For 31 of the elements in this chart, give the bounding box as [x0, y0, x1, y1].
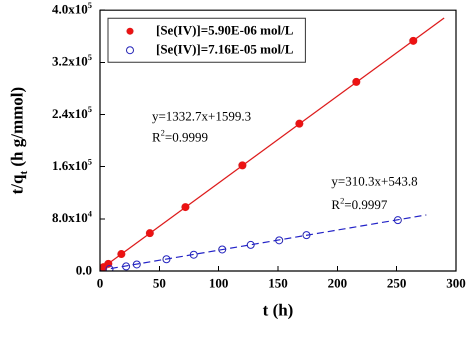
point: [190, 250, 198, 259]
annotation: y=310.3x+543.8: [331, 174, 418, 189]
point: [122, 262, 130, 270]
point: [181, 203, 190, 212]
point: [238, 161, 246, 170]
x-tick-label: 250: [386, 275, 406, 290]
point: [132, 260, 141, 268]
point: [105, 265, 114, 271]
point: [162, 255, 170, 264]
x-tick-label: 50: [152, 275, 166, 290]
annotation: y=1332.7x+1599.3: [152, 108, 252, 124]
x-tick-label: 100: [208, 275, 228, 290]
point: [352, 78, 360, 86]
x-axis-title: t (h): [262, 300, 294, 320]
point: [218, 245, 226, 254]
point: [295, 120, 304, 128]
x-tick-label: 300: [446, 275, 466, 290]
legend-label: [Se(IV)]=7.16E-05 mol/L: [156, 42, 294, 57]
y-tick-label: 0.0: [76, 262, 92, 278]
point: [409, 36, 418, 45]
x-tick-label: 200: [328, 275, 348, 290]
point: [394, 216, 402, 224]
point: [146, 229, 154, 238]
point: [302, 231, 310, 240]
point: [117, 250, 126, 258]
point: [275, 236, 284, 244]
x-tick-label: 150: [268, 275, 288, 290]
y-axis-title: t/qt (h g/mmol): [7, 86, 30, 194]
legend-label: [Se(IV)]=5.90E-06 mol/L: [156, 22, 294, 38]
point: [246, 240, 255, 249]
x-tick-label: 0: [96, 275, 104, 290]
